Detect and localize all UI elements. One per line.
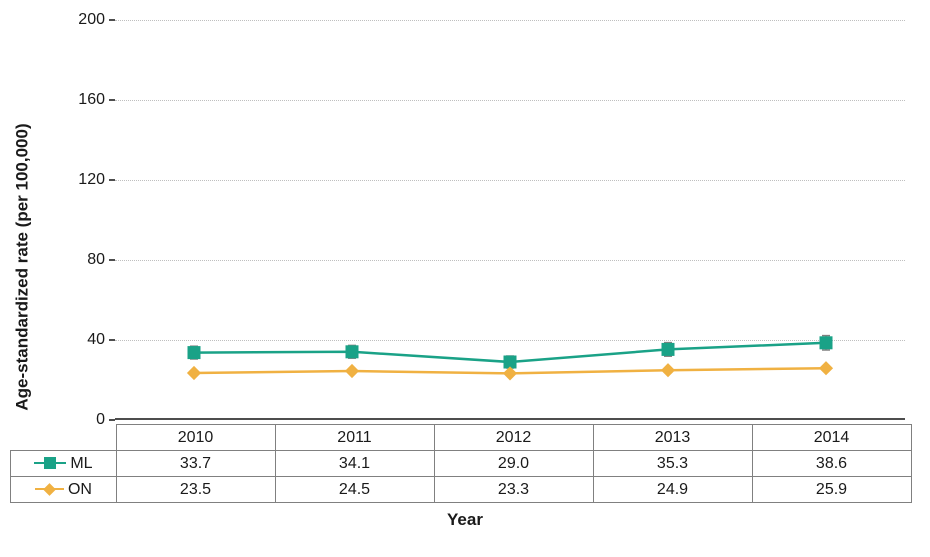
y-tick-label: 160 bbox=[78, 91, 115, 109]
data-cell: 33.7 bbox=[116, 451, 275, 477]
year-header: 2013 bbox=[593, 425, 752, 451]
data-cell: 23.3 bbox=[434, 477, 593, 503]
series-marker-ML bbox=[662, 343, 674, 355]
data-cell: 35.3 bbox=[593, 451, 752, 477]
data-cell: 24.9 bbox=[593, 477, 752, 503]
legend-swatch-ON bbox=[35, 485, 64, 494]
year-header: 2012 bbox=[434, 425, 593, 451]
year-header: 2010 bbox=[116, 425, 275, 451]
y-tick-label: 80 bbox=[87, 251, 115, 269]
data-cell: 25.9 bbox=[752, 477, 911, 503]
series-label-cell: ML bbox=[11, 451, 117, 477]
data-cell: 24.5 bbox=[275, 477, 434, 503]
plot-area: 04080120160200 bbox=[115, 20, 905, 420]
y-tick-label: 200 bbox=[78, 11, 115, 29]
x-axis-label: Year bbox=[0, 510, 930, 530]
y-axis-label: Age-standardized rate (per 100,000) bbox=[12, 123, 32, 410]
series-marker-ML bbox=[346, 346, 358, 358]
table-header-row: 20102011201220132014 bbox=[11, 425, 912, 451]
series-marker-ON bbox=[662, 364, 675, 377]
data-cell: 29.0 bbox=[434, 451, 593, 477]
series-marker-ML bbox=[820, 337, 832, 349]
data-cell: 34.1 bbox=[275, 451, 434, 477]
line-chart: Age-standardized rate (per 100,000) 0408… bbox=[0, 0, 930, 557]
series-marker-ON bbox=[820, 362, 833, 375]
series-marker-ON bbox=[188, 367, 201, 380]
data-cell: 23.5 bbox=[116, 477, 275, 503]
series-marker-ML bbox=[504, 356, 516, 368]
data-table: 20102011201220132014 ML33.734.129.035.33… bbox=[10, 424, 912, 503]
year-header: 2011 bbox=[275, 425, 434, 451]
y-tick-label: 120 bbox=[78, 171, 115, 189]
series-marker-ML bbox=[188, 347, 200, 359]
table-row: ON23.524.523.324.925.9 bbox=[11, 477, 912, 503]
table-row: ML33.734.129.035.338.6 bbox=[11, 451, 912, 477]
series-label-cell: ON bbox=[11, 477, 117, 503]
plot-svg bbox=[115, 20, 905, 420]
y-tick-label: 40 bbox=[87, 331, 115, 349]
data-cell: 38.6 bbox=[752, 451, 911, 477]
legend-swatch-ML bbox=[34, 457, 66, 469]
year-header: 2014 bbox=[752, 425, 911, 451]
series-marker-ON bbox=[504, 367, 517, 380]
table-corner-cell bbox=[11, 425, 117, 451]
series-marker-ON bbox=[346, 365, 359, 378]
